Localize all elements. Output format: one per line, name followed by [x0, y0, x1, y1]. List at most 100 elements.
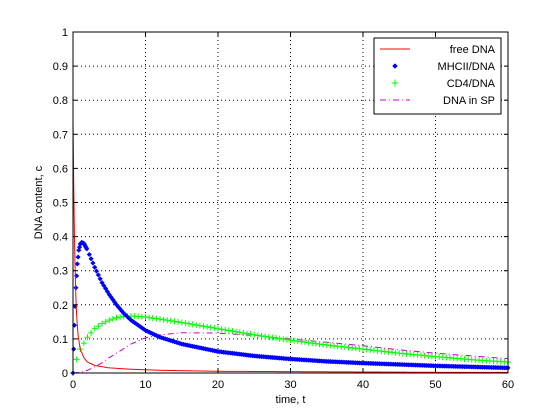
series-free-dna: [72, 120, 508, 373]
data-point: [91, 325, 98, 332]
data-point: [254, 332, 261, 339]
y-tick-label: 0.3: [53, 266, 68, 278]
data-point: [76, 247, 82, 253]
data-point: [86, 251, 92, 258]
y-axis-label: DNA content, c: [33, 165, 45, 239]
data-point: [204, 323, 211, 330]
series-line: [72, 332, 509, 374]
data-point: [75, 254, 81, 260]
data-point: [225, 327, 232, 334]
legend-item: DNA in SP: [380, 95, 495, 107]
data-point: [90, 260, 96, 266]
data-point: [95, 323, 102, 330]
data-point: [142, 314, 149, 321]
data-point: [186, 320, 192, 327]
y-tick-label: 0.6: [53, 163, 68, 175]
data-point: [215, 325, 221, 332]
legend-box: [373, 37, 502, 115]
data-point: [93, 268, 100, 274]
ticks: [72, 31, 509, 374]
x-tick-label: 20: [212, 379, 224, 391]
grid: [73, 32, 508, 373]
x-tick-label: 40: [357, 379, 369, 391]
data-point: [84, 334, 91, 341]
data-point: [280, 336, 287, 343]
data-point: [276, 335, 283, 342]
data-point: [182, 320, 189, 327]
x-tick-label: 0: [70, 379, 76, 391]
legend-item: free DNA: [380, 44, 496, 56]
legend-item: CD4/DNA: [391, 78, 496, 90]
data-point: [88, 329, 95, 336]
data-point: [211, 325, 218, 332]
data-point: [113, 314, 120, 321]
data-point: [189, 321, 196, 328]
y-tick-label: 0: [62, 368, 68, 380]
x-tick-label: 50: [429, 379, 441, 391]
series-dna-in-sp: [72, 332, 509, 374]
y-tick-label: 0.8: [53, 95, 68, 107]
legend-label: CD4/DNA: [447, 78, 496, 90]
data-point: [102, 318, 109, 325]
data-point: [175, 318, 182, 325]
data-point: [222, 326, 229, 333]
data-point: [109, 315, 116, 322]
legend: free DNA MHCII/DNA CD4/DNA DNA in SP: [373, 37, 502, 115]
tick-labels: 0 10 20 30 40 50 60 0 0.1 0.2 0.3 0.4 0.5 0.6 0.7 0.8 0.…: [53, 27, 514, 391]
x-tick-label: 60: [502, 379, 514, 391]
y-tick-label: 0.1: [53, 334, 68, 346]
y-tick-label: 0.7: [53, 129, 68, 141]
data-point: [106, 317, 113, 324]
data-point: [92, 264, 98, 270]
legend-label: DNA in SP: [443, 95, 495, 107]
data-point: [233, 328, 240, 335]
y-tick-label: 0.2: [53, 300, 68, 312]
data-point: [193, 321, 200, 328]
series-mhcii-dna: [70, 239, 511, 376]
data-point: [149, 315, 156, 322]
legend-swatch: [392, 63, 398, 69]
data-point: [196, 322, 203, 329]
data-point: [153, 315, 160, 322]
series-line: [72, 120, 508, 373]
data-point: [171, 318, 178, 325]
legend-swatch: [391, 79, 399, 87]
data-point: [84, 246, 90, 252]
y-tick-label: 0.5: [53, 198, 68, 210]
x-tick-label: 10: [139, 379, 151, 391]
data-point: [76, 244, 83, 250]
x-axis-label: time, t: [276, 394, 306, 406]
data-point: [265, 333, 272, 340]
data-point: [164, 317, 171, 324]
data-point: [178, 319, 185, 326]
data-point: [283, 336, 290, 343]
data-point: [240, 329, 247, 336]
data-point: [207, 324, 214, 331]
data-point: [99, 320, 105, 327]
data-point: [244, 330, 250, 337]
y-tick-label: 0.4: [53, 232, 68, 244]
data-point: [117, 314, 124, 321]
data-point: [258, 332, 265, 339]
data-point: [160, 316, 167, 323]
y-tick-label: 0.9: [53, 61, 68, 73]
data-point: [200, 323, 207, 330]
data-point: [247, 331, 254, 338]
y-tick-label: 1: [62, 27, 68, 39]
data-point: [218, 326, 225, 333]
data-point: [97, 276, 103, 282]
legend-label: free DNA: [450, 44, 496, 56]
data-point: [229, 328, 236, 335]
data-point: [269, 334, 276, 341]
data-point: [236, 329, 243, 336]
data-point: [157, 316, 163, 323]
data-point: [73, 356, 80, 363]
data-point: [251, 331, 258, 338]
data-point: [74, 261, 81, 267]
data-point: [95, 272, 102, 278]
data-point: [167, 317, 174, 324]
data-point: [262, 333, 269, 340]
legend-label: MHCII/DNA: [438, 61, 496, 73]
data-point: [80, 340, 87, 347]
